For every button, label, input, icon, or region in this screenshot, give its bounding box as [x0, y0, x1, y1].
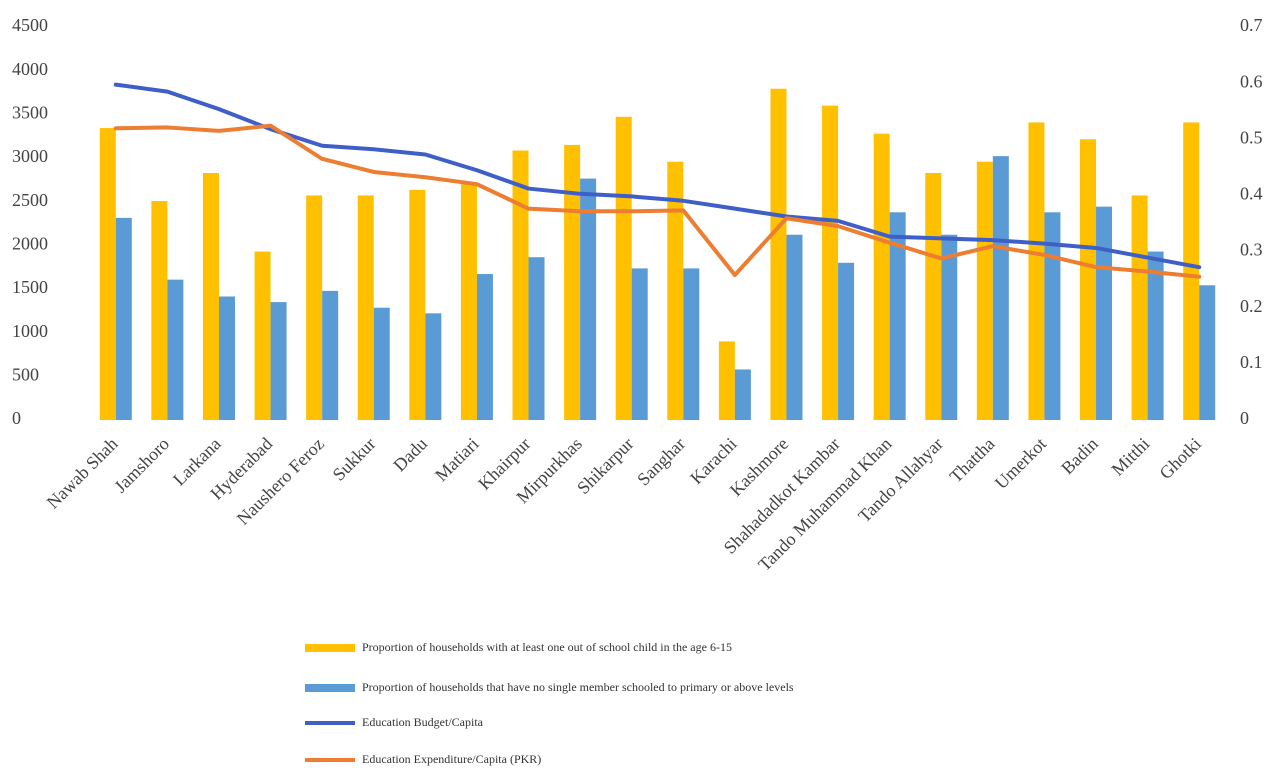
y-tick-label: 4000: [12, 59, 48, 79]
bar: [373, 307, 390, 420]
y2-tick-label: 0.1: [1240, 352, 1263, 372]
bar: [683, 268, 700, 420]
legend-swatch: [305, 644, 355, 652]
x-tick-label: Ghotki: [1155, 434, 1205, 484]
y-tick-label: 500: [12, 364, 39, 384]
bar: [512, 150, 529, 420]
bar: [151, 201, 168, 420]
bar: [409, 189, 426, 420]
y-tick-label: 2000: [12, 233, 48, 253]
y-tick-label: 4500: [12, 15, 48, 35]
bar: [1028, 122, 1045, 420]
legend-label: Education Expenditure/Capita (PKR): [362, 752, 541, 766]
legend-label: Education Budget/Capita: [362, 715, 484, 729]
bar: [786, 234, 803, 420]
y-tick-label: 1500: [12, 277, 48, 297]
y-tick-label: 2500: [12, 190, 48, 210]
y-tick-label: 3000: [12, 146, 48, 166]
x-tick-label: Sukkur: [329, 434, 380, 485]
y-tick-label: 0: [12, 408, 21, 428]
bar: [270, 302, 287, 420]
bar: [1131, 195, 1148, 420]
bar: [564, 144, 581, 420]
y-tick-label: 3500: [12, 102, 48, 122]
bar: [992, 156, 1009, 420]
bar: [838, 262, 855, 420]
line: [113, 82, 1202, 270]
bar: [667, 161, 684, 420]
bar: [580, 178, 597, 420]
bar: [1096, 206, 1113, 420]
bar: [218, 296, 235, 420]
x-tick-label: Dadu: [389, 434, 431, 476]
x-tick-label: Shikarpur: [573, 434, 637, 498]
x-tick-label: Umerkot: [991, 434, 1050, 493]
bar: [476, 274, 493, 420]
y2-tick-label: 0.4: [1240, 184, 1263, 204]
bar: [873, 133, 890, 420]
bar: [115, 217, 132, 420]
bar: [631, 268, 648, 420]
y-tick-label: 1000: [12, 321, 48, 341]
bar: [822, 105, 839, 420]
x-tick-label: Sanghar: [633, 434, 689, 490]
bar: [941, 234, 958, 420]
y2-tick-label: 0.7: [1240, 15, 1263, 35]
bar: [202, 172, 219, 420]
bar: [322, 290, 339, 420]
bar: [770, 88, 787, 420]
bar: [734, 369, 751, 420]
bar: [1080, 139, 1097, 421]
bar: [976, 161, 993, 420]
bar: [528, 257, 545, 420]
x-tick-label: Mitthi: [1107, 434, 1153, 480]
bar: [254, 251, 271, 420]
bar: [167, 279, 184, 420]
x-tick-label: Badin: [1057, 434, 1102, 479]
bar: [306, 195, 323, 420]
bar: [357, 195, 374, 420]
bar: [1199, 285, 1216, 420]
legend-label: Proportion of households with at least o…: [362, 640, 732, 654]
bar: [1147, 251, 1164, 420]
bar: [460, 184, 477, 420]
bar: [718, 341, 735, 420]
bar: [425, 313, 442, 420]
y2-tick-label: 0.5: [1240, 127, 1263, 147]
legend-label: Proportion of households that have no si…: [362, 680, 794, 694]
y2-tick-label: 0: [1240, 408, 1249, 428]
y2-tick-label: 0.6: [1240, 71, 1263, 91]
bar: [1183, 122, 1200, 420]
bar: [615, 116, 632, 420]
y2-tick-label: 0.2: [1240, 296, 1263, 316]
bar: [925, 172, 942, 420]
bar: [889, 212, 906, 420]
legend-swatch: [305, 684, 355, 692]
x-tick-label: Nawab Shah: [43, 434, 122, 513]
x-tick-label: Jamshoro: [110, 434, 173, 497]
bar: [99, 128, 116, 421]
line: [113, 123, 1202, 279]
y2-tick-label: 0.3: [1240, 240, 1263, 260]
bar: [1044, 212, 1061, 420]
